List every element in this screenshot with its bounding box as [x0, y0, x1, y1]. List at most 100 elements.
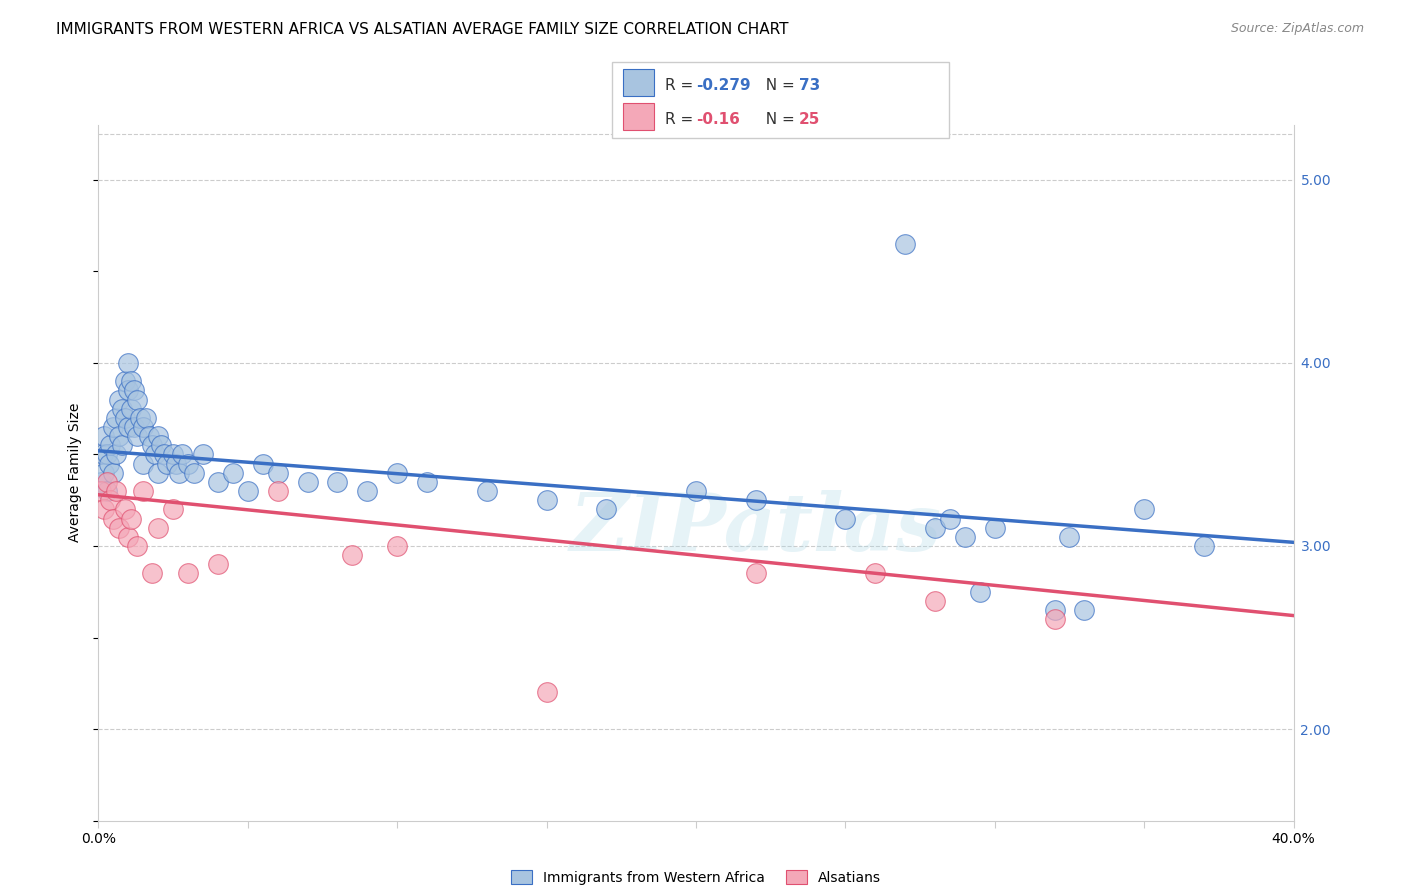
Point — [127, 429, 149, 443]
Point — [132, 457, 155, 471]
Point — [138, 429, 160, 443]
Point — [108, 521, 131, 535]
Point — [536, 685, 558, 699]
Text: ZIPatlas: ZIPatlas — [569, 490, 942, 567]
Point — [416, 475, 439, 489]
Point — [96, 475, 118, 489]
Point — [252, 457, 274, 471]
Point — [114, 374, 136, 388]
Point — [114, 410, 136, 425]
Point — [267, 466, 290, 480]
Point — [685, 484, 707, 499]
Point — [1043, 612, 1066, 626]
Point — [834, 511, 856, 525]
Point — [356, 484, 378, 499]
Point — [111, 401, 134, 416]
Point — [863, 566, 887, 581]
Point — [536, 493, 558, 508]
Point — [745, 566, 768, 581]
Text: 25: 25 — [799, 112, 820, 127]
Text: -0.16: -0.16 — [696, 112, 740, 127]
Point — [120, 401, 142, 416]
Point — [90, 484, 112, 499]
Point — [183, 466, 205, 480]
Point — [114, 502, 136, 516]
Point — [595, 502, 617, 516]
Point — [111, 438, 134, 452]
Point — [105, 447, 128, 461]
Point — [103, 511, 125, 525]
Point — [91, 447, 114, 461]
Point — [385, 466, 409, 480]
Point — [127, 392, 149, 407]
Point — [191, 447, 214, 461]
Text: IMMIGRANTS FROM WESTERN AFRICA VS ALSATIAN AVERAGE FAMILY SIZE CORRELATION CHART: IMMIGRANTS FROM WESTERN AFRICA VS ALSATI… — [56, 22, 789, 37]
Text: N =: N = — [756, 112, 800, 127]
Point — [207, 475, 229, 489]
Point — [267, 484, 290, 499]
Point — [127, 539, 149, 553]
Point — [342, 548, 364, 562]
Point — [117, 420, 139, 434]
Legend: Immigrants from Western Africa, Alsatians: Immigrants from Western Africa, Alsatian… — [506, 864, 886, 890]
Point — [236, 484, 259, 499]
Text: N =: N = — [756, 78, 800, 93]
Point — [297, 475, 319, 489]
Point — [90, 475, 112, 489]
Point — [93, 466, 115, 480]
Point — [745, 493, 768, 508]
Point — [172, 447, 194, 461]
Point — [105, 410, 128, 425]
Text: -0.279: -0.279 — [696, 78, 751, 93]
Point — [117, 384, 139, 398]
Point — [103, 420, 125, 434]
Point — [1043, 603, 1066, 617]
Point — [141, 566, 163, 581]
Point — [969, 584, 991, 599]
Point — [135, 410, 157, 425]
Y-axis label: Average Family Size: Average Family Size — [69, 403, 83, 542]
Point — [894, 236, 917, 251]
Point — [924, 594, 946, 608]
Point — [108, 392, 131, 407]
Point — [162, 447, 184, 461]
Point — [100, 493, 122, 508]
Point — [167, 466, 190, 480]
Point — [150, 438, 173, 452]
Point — [156, 457, 179, 471]
Point — [105, 484, 128, 499]
Point — [924, 521, 946, 535]
Point — [953, 530, 976, 544]
Point — [117, 530, 139, 544]
Point — [177, 457, 200, 471]
Point — [124, 384, 146, 398]
Point — [1192, 539, 1215, 553]
Point — [475, 484, 498, 499]
Text: R =: R = — [665, 78, 699, 93]
Point — [162, 502, 184, 516]
Point — [120, 511, 142, 525]
Point — [100, 438, 122, 452]
Point — [96, 484, 118, 499]
Point — [143, 447, 166, 461]
Point — [153, 447, 176, 461]
Point — [148, 429, 170, 443]
Point — [141, 438, 163, 452]
Point — [177, 566, 200, 581]
Point — [939, 511, 962, 525]
Point — [385, 539, 409, 553]
Point — [1133, 502, 1156, 516]
Point — [207, 558, 229, 572]
Point — [103, 466, 125, 480]
Point — [132, 484, 155, 499]
Point — [222, 466, 245, 480]
Point — [984, 521, 1007, 535]
Point — [148, 521, 170, 535]
Point — [1073, 603, 1095, 617]
Point — [326, 475, 349, 489]
Point — [108, 429, 131, 443]
Point — [93, 502, 115, 516]
Point — [148, 466, 170, 480]
Point — [120, 374, 142, 388]
Point — [129, 410, 152, 425]
